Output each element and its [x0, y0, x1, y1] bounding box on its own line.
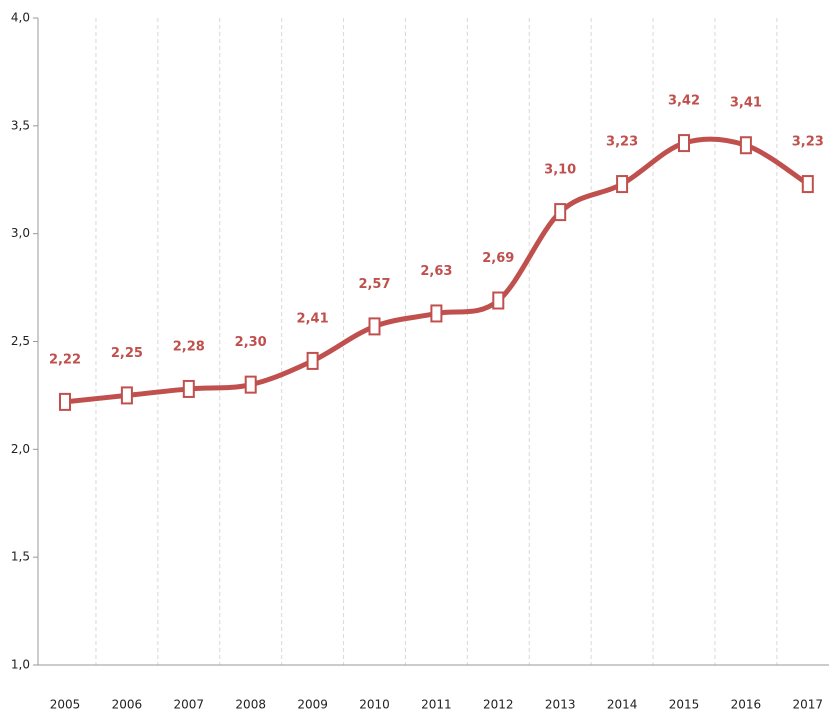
marker [306, 351, 319, 370]
marker [59, 392, 71, 411]
x-tick-label: 2011 [421, 698, 452, 712]
marker [492, 291, 505, 310]
x-tick-label: 2005 [50, 698, 81, 712]
value-label: 3,10 [544, 163, 576, 178]
value-label: 2,25 [111, 346, 143, 361]
x-tick-label: 2013 [545, 698, 576, 712]
x-tick-label: 2012 [483, 698, 514, 712]
y-tick-label: 4,0 [11, 11, 30, 25]
marker [678, 134, 690, 153]
x-tick-label: 2010 [359, 698, 390, 712]
marker [182, 379, 195, 398]
value-label: 2,63 [420, 264, 452, 279]
x-tick-label: 2006 [112, 698, 143, 712]
value-label: 3,23 [792, 135, 824, 150]
x-tick-label: 2014 [607, 698, 638, 712]
value-label: 2,69 [482, 251, 514, 266]
y-tick-label: 3,5 [11, 118, 30, 132]
marker [430, 304, 443, 323]
marker [368, 317, 381, 336]
value-label: 3,41 [730, 96, 762, 111]
y-tick-label: 3,0 [11, 226, 30, 240]
x-tick-label: 2016 [731, 698, 762, 712]
value-label: 2,22 [49, 352, 81, 367]
value-label: 2,57 [358, 277, 390, 292]
x-tick-label: 2015 [669, 698, 700, 712]
value-label: 3,42 [668, 94, 700, 109]
marker [616, 175, 629, 194]
marker [244, 375, 257, 394]
marker [801, 175, 814, 194]
value-label: 2,28 [173, 339, 205, 354]
value-label: 2,30 [235, 335, 267, 350]
y-tick-label: 2,0 [11, 442, 30, 456]
x-tick-label: 2007 [174, 698, 205, 712]
marker [120, 386, 133, 405]
value-label: 3,23 [606, 135, 638, 150]
y-tick-label: 2,5 [11, 334, 30, 348]
y-tick-label: 1,5 [11, 550, 30, 564]
x-tick-label: 2009 [297, 698, 328, 712]
x-tick-label: 2008 [235, 698, 266, 712]
x-tick-label: 2017 [793, 698, 824, 712]
marker [739, 136, 752, 155]
y-tick-label: 1,0 [11, 658, 30, 672]
marker [554, 203, 567, 222]
value-label: 2,41 [297, 311, 329, 326]
